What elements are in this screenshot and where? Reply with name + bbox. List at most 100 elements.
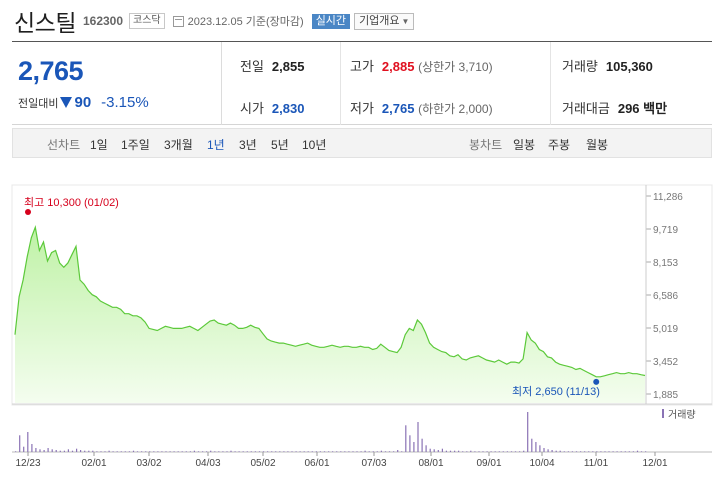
volume-bar	[421, 438, 423, 452]
volume-bar	[169, 451, 171, 452]
candle-daily[interactable]: 일봉	[513, 138, 536, 152]
stock-header: 신스틸 162300 코스닥 2023.12.05 기준(장마감) 실시간 기업…	[14, 6, 415, 36]
x-tick-label: 12/01	[642, 458, 667, 469]
volume-bar	[388, 451, 391, 452]
volume-bar	[563, 451, 565, 452]
price-summary: 2,765 전일대비 90 -3.15% 전일 2,855 시가 2,830 고가 2…	[12, 41, 712, 125]
candle-chart-label: 봉차트	[469, 138, 503, 152]
volume-bar	[39, 449, 41, 452]
volume-bar	[368, 451, 370, 452]
period-10y[interactable]: 10년	[302, 138, 327, 152]
volume-bar	[575, 451, 578, 452]
candle-weekly[interactable]: 주봉	[548, 138, 571, 152]
volume-bar	[551, 450, 553, 452]
realtime-button[interactable]: 실시간	[311, 13, 351, 29]
x-axis: 12/23 02/01 03/02 04/03 05/02 06/01 07/03 08/01…	[15, 452, 668, 469]
volume-bar	[543, 448, 545, 452]
volume-bar	[31, 444, 33, 452]
amount-label: 거래대금	[562, 101, 610, 116]
company-overview-button[interactable]: 기업개요 ▼	[354, 12, 415, 30]
volume-bar	[645, 451, 647, 452]
volume-bar	[348, 451, 350, 452]
volume-bar	[429, 448, 431, 452]
volume-bar	[267, 451, 269, 452]
volume-bar	[145, 451, 147, 452]
volume-bar	[226, 451, 228, 452]
volume-bar	[132, 450, 135, 452]
x-tick-label: 04/03	[195, 458, 220, 469]
volume-bar	[364, 450, 366, 452]
min-marker	[593, 378, 600, 385]
volume-bar	[185, 451, 187, 452]
volume-bar	[258, 451, 261, 452]
period-1w[interactable]: 1주일	[121, 138, 150, 152]
volume-legend-label: 거래량	[668, 409, 696, 421]
volume-bar	[502, 451, 504, 452]
volume-bar	[84, 450, 86, 452]
open-label: 시가	[240, 101, 264, 116]
volume-bar	[494, 451, 496, 452]
period-3m[interactable]: 3개월	[164, 138, 193, 152]
volume-bar	[604, 451, 606, 452]
volume-bar	[19, 435, 21, 452]
y-tick-label: 6,586	[653, 291, 678, 302]
volume-bar	[181, 451, 183, 452]
volume-bar	[584, 451, 586, 452]
volume-bar	[124, 451, 126, 452]
volume-bar	[141, 451, 143, 452]
volume-bar	[486, 451, 488, 452]
y-axis: 11,286 9,719 8,153 6,586 5,019 3,452 1,885	[645, 185, 683, 404]
volume-bar	[510, 451, 513, 452]
volume-bar	[372, 451, 374, 452]
volume-bar	[291, 451, 293, 452]
volume-bar	[474, 451, 476, 452]
period-1d[interactable]: 1일	[90, 138, 108, 152]
period-5y[interactable]: 5년	[271, 138, 289, 152]
volume-bar	[136, 451, 139, 452]
volume-bar	[23, 446, 25, 452]
x-tick-label: 07/03	[361, 458, 386, 469]
volume-bar	[608, 451, 610, 452]
volume-bar	[279, 451, 281, 452]
period-1y[interactable]: 1년	[207, 138, 225, 152]
volume-bar	[262, 451, 265, 452]
volume-bar	[299, 451, 301, 452]
volume-bar	[462, 451, 464, 452]
volume-bar	[401, 451, 403, 452]
x-tick-label: 12/23	[15, 458, 40, 469]
base-date: 2023.12.05 기준(장마감)	[187, 16, 304, 28]
volume-bar	[157, 451, 159, 452]
volume-bar	[246, 451, 248, 452]
volume-bar	[222, 451, 224, 452]
volume-bar	[458, 450, 460, 452]
volume-bar	[153, 451, 155, 452]
x-tick-label: 06/01	[304, 458, 329, 469]
period-3y[interactable]: 3년	[239, 138, 257, 152]
volume-bar	[470, 450, 472, 452]
change-label: 전일대비	[18, 97, 59, 110]
change-amount: 90	[74, 94, 92, 111]
chevron-down-icon: ▼	[401, 16, 410, 26]
volume-bar	[425, 445, 427, 452]
price-area	[15, 227, 645, 403]
candle-monthly[interactable]: 월봉	[586, 138, 609, 152]
volume-bar	[628, 451, 630, 452]
down-triangle-icon	[60, 97, 73, 108]
volume-bar	[535, 442, 537, 452]
volume-bar	[323, 451, 326, 452]
prev-close-label: 전일	[240, 59, 264, 74]
volume-bar	[506, 451, 508, 452]
volume-bar	[319, 451, 321, 452]
volume-bar	[315, 451, 317, 452]
y-tick-label: 5,019	[653, 324, 678, 335]
trade-amount: 거래대금 296 백만	[562, 98, 667, 117]
volume-bar	[295, 451, 297, 452]
x-tick-label: 11/01	[584, 458, 609, 469]
price-line	[14, 225, 646, 378]
volume-bar	[624, 451, 626, 452]
volume-bar	[417, 422, 419, 452]
volume-bar	[63, 450, 65, 452]
amount-value: 296 백만	[617, 101, 668, 116]
volume-bar	[234, 451, 236, 452]
